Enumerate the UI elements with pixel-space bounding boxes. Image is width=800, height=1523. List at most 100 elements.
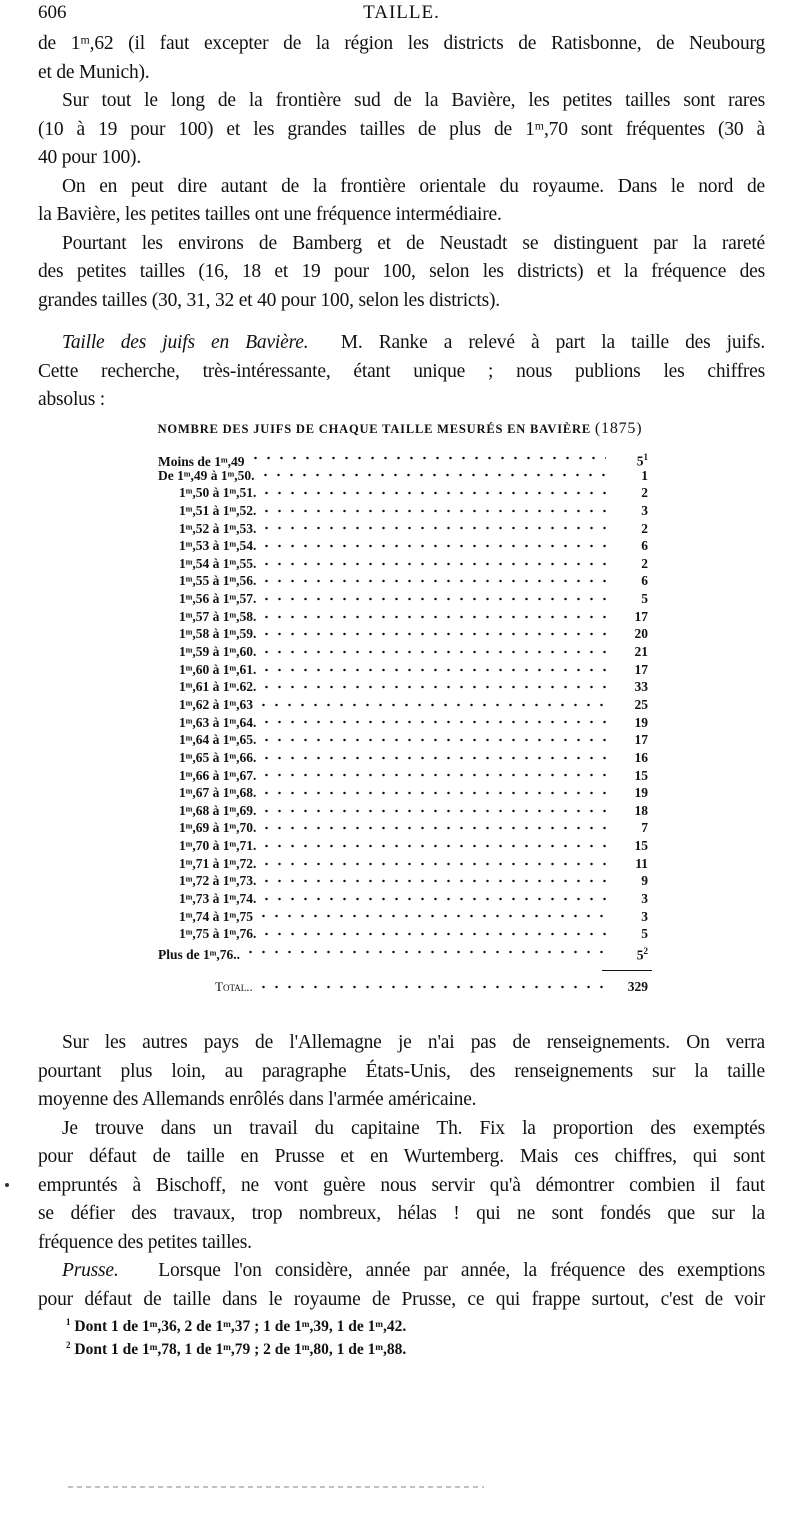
running-title: TAILLE. [363, 2, 440, 23]
text-span: Lorsque l'on considère, année par année,… [158, 1260, 765, 1281]
row-value: 15 [614, 837, 649, 855]
text-line: et de Munich). [38, 61, 150, 83]
total-value: 329 [627, 979, 648, 994]
row-value: 3 [614, 908, 648, 926]
row-value: 9 [614, 872, 648, 890]
row-label: 1ᵐ,62 à 1ᵐ,63 [179, 696, 254, 712]
text-line: On en peut dire autant de la frontière o… [62, 175, 765, 197]
footnote-ref: 1 [643, 452, 649, 462]
row-value-number: 3 [641, 908, 648, 924]
total-rule [602, 970, 652, 971]
dot-leader [260, 542, 606, 551]
row-value-number: 5 [641, 926, 648, 942]
text-line: pour défaut de taille dans le royaume de… [38, 1288, 765, 1310]
row-value-number: 17 [634, 661, 649, 677]
row-label: 1ᵐ,59 à 1ᵐ,60. [179, 644, 257, 660]
table-row: 1ᵐ,64 à 1ᵐ,65. 17 [158, 731, 648, 749]
dot-leader [260, 647, 606, 656]
row-label: 1ᵐ,70 à 1ᵐ,71. [179, 838, 257, 854]
page-header: 606 TAILLE. [38, 2, 765, 28]
table-row: 1ᵐ,72 à 1ᵐ,73. 9 [158, 872, 648, 890]
text-line: Cette recherche, très-intéressante, étan… [38, 360, 765, 382]
text-line: Prusse. Lorsque l'on considère, année pa… [38, 1257, 765, 1286]
height-table: Moins de 1ᵐ,49 51 De 1ᵐ,49 à 1ᵐ,50. 1 1ᵐ,50 … [158, 449, 649, 963]
row-label: 1ᵐ,52 à 1ᵐ,53. [179, 520, 257, 536]
text-line: Sur les autres pays de l'Allemagne je n'… [62, 1032, 765, 1053]
table-row: 1ᵐ,61 à 1ᵐ.62. 33 [158, 678, 648, 696]
dot-leader [260, 806, 606, 815]
section-lead-italic: Prusse. [62, 1260, 119, 1281]
table-row: 1ᵐ,74 à 1ᵐ,75 3 [158, 908, 648, 926]
row-label: 1ᵐ,64 à 1ᵐ,65. [179, 732, 257, 748]
row-value: 11 [614, 855, 648, 873]
table-row-total: Total.. 329 [215, 978, 648, 996]
row-label: 1ᵐ,67 à 1ᵐ,68. [179, 785, 257, 801]
scan-artifact-line [68, 1486, 484, 1488]
table-row: 1ᵐ,60 à 1ᵐ,61. 17 [158, 661, 648, 679]
row-value: 16 [614, 749, 649, 767]
table-row: 1ᵐ,73 à 1ᵐ,74. 3 [158, 890, 648, 908]
table-row: 1ᵐ,68 à 1ᵐ,69. 18 [158, 802, 648, 820]
row-value-number: 5 [636, 947, 644, 963]
row-label: 1ᵐ,57 à 1ᵐ,58. [179, 608, 257, 624]
row-value: 21 [614, 643, 649, 661]
text-line: Sur tout le long de la frontière sud de … [62, 90, 765, 111]
text-line: pour défaut de taille en Prusse et en Wu… [38, 1146, 765, 1167]
row-value: 6 [614, 572, 648, 590]
row-value-number: 3 [641, 891, 648, 907]
row-label: De 1ᵐ,49 à 1ᵐ,50. [158, 467, 255, 483]
row-value-number: 6 [641, 573, 648, 589]
row-label: 1ᵐ,65 à 1ᵐ,66. [179, 749, 257, 765]
table-row: 1ᵐ,62 à 1ᵐ,63 25 [158, 696, 648, 714]
row-value: 5 [614, 590, 648, 608]
page-number: 606 [38, 2, 67, 23]
row-value: 15 [614, 767, 649, 785]
dot-leader [257, 912, 606, 921]
jews-paragraph: Taille des juifs en Bavière. M. Ranke a … [38, 329, 765, 415]
footnote-text: Dont 1 de 1ᵐ,78, 1 de 1ᵐ,79 ; 2 de 1ᵐ,80… [74, 1341, 407, 1359]
table-row: 1ᵐ,75 à 1ᵐ,76. 5 [158, 925, 648, 943]
prusse-paragraph: Prusse. Lorsque l'on considère, année pa… [38, 1257, 765, 1314]
row-value-number: 17 [634, 732, 649, 748]
text-line: pourtant plus loin, au paragraphe États-… [38, 1060, 765, 1082]
row-value: 51 [614, 449, 648, 470]
table-row: 1ᵐ,69 à 1ᵐ,70. 7 [158, 819, 648, 837]
text-line: grandes tailles (30, 31, 32 et 40 pour 1… [38, 289, 500, 311]
table-row: 1ᵐ,59 à 1ᵐ,60. 21 [158, 643, 648, 661]
footnote-ref: 2 [643, 945, 649, 956]
footnotes: 1 Dont 1 de 1ᵐ,36, 2 de 1ᵐ,37 ; 1 de 1ᵐ,… [66, 1313, 406, 1359]
row-value: 3 [614, 502, 648, 520]
text-span: M. Ranke a relevé à part la taille des j… [340, 332, 765, 353]
dot-leader [260, 753, 606, 762]
dot-leader [260, 718, 606, 727]
footnote-mark: 1 [66, 1317, 71, 1327]
row-value-number: 2 [641, 520, 648, 536]
text-line: des petites tailles (16, 18 et 19 pour 1… [38, 261, 765, 282]
dot-leader [260, 894, 606, 903]
row-value: 19 [614, 784, 649, 802]
row-value: 17 [614, 608, 649, 626]
row-value-number: 9 [641, 873, 648, 889]
text-line: empruntés à Bischoff, ne vont guère nous… [38, 1174, 765, 1196]
total-row: Total.. 329 [215, 978, 648, 996]
footnote-mark: 2 [66, 1340, 71, 1351]
table-row: 1ᵐ,71 à 1ᵐ,72. 11 [158, 855, 648, 873]
row-value-number: 6 [641, 538, 648, 554]
row-value: 18 [614, 802, 649, 820]
dot-leader [260, 577, 606, 586]
dot-leader [244, 947, 606, 956]
scan-speck [5, 1183, 9, 1187]
total-label: Total.. [215, 979, 253, 994]
text-line: absolus : [38, 389, 105, 410]
row-label: 1ᵐ,66 à 1ᵐ,67. [179, 767, 257, 783]
row-label: 1ᵐ,75 à 1ᵐ,76. [179, 926, 257, 942]
dot-leader [260, 771, 606, 780]
row-value: 3 [614, 890, 648, 908]
table-row: 1ᵐ,55 à 1ᵐ,56. 6 [158, 572, 648, 590]
row-value-number: 1 [641, 467, 648, 483]
row-value-number: 21 [634, 644, 649, 660]
dot-leader [256, 982, 606, 991]
dot-leader [258, 471, 606, 480]
row-label: 1ᵐ,51 à 1ᵐ,52. [179, 502, 257, 518]
text-line: fréquence des petites tailles. [38, 1231, 252, 1253]
